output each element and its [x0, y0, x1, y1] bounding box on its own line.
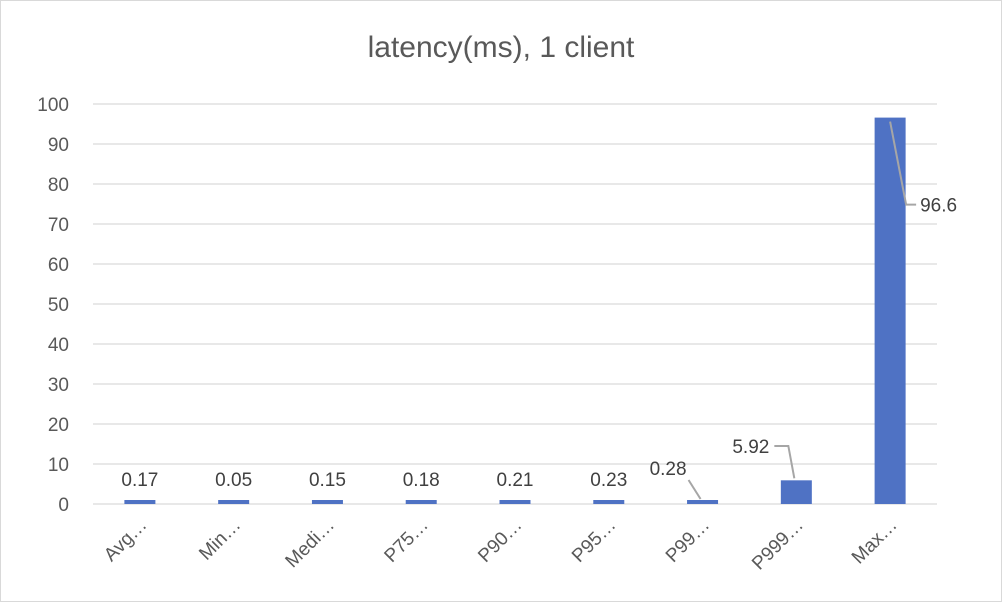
y-tick-label: 80	[48, 175, 69, 196]
x-tick-label: Medi…	[282, 515, 339, 572]
data-label: 0.28	[650, 459, 687, 480]
chart-title: latency(ms), 1 client	[368, 31, 635, 64]
y-tick-label: 50	[48, 295, 69, 316]
gridlines	[93, 103, 937, 505]
bar-1	[218, 500, 250, 504]
bar-7	[780, 480, 812, 504]
data-label: 96.6	[920, 196, 957, 217]
y-tick-label: 70	[48, 215, 69, 236]
data-label: 0.23	[590, 470, 627, 491]
bar-2	[311, 500, 343, 504]
leader-line	[774, 445, 796, 479]
y-axis-ticks: 0 10 20 30 40 50 60 70 80 90 100	[37, 95, 69, 516]
x-tick-label: Min…	[195, 515, 245, 565]
y-tick-label: 100	[37, 95, 69, 116]
data-label: 0.18	[403, 470, 440, 491]
x-axis-ticks: Avg… Min… Medi… P75… P90… P95… P99… P999… Max…	[100, 515, 901, 575]
bar-3	[405, 500, 437, 504]
x-tick-label: P95…	[568, 515, 620, 567]
data-label: 0.17	[121, 470, 158, 491]
bar-6	[687, 500, 719, 504]
y-tick-label: 10	[48, 455, 69, 476]
y-tick-label: 0	[58, 495, 69, 516]
data-labels: 0.17 0.05 0.15 0.18 0.21 0.23 0.28 5.92 96.6	[121, 196, 957, 491]
bar-0	[124, 500, 156, 504]
data-label: 0.05	[215, 470, 252, 491]
y-tick-label: 20	[48, 415, 69, 436]
leader-line	[889, 121, 917, 206]
y-tick-label: 60	[48, 255, 69, 276]
bars	[124, 117, 906, 504]
bar-8	[874, 117, 906, 504]
x-tick-label: P75…	[381, 515, 433, 567]
x-tick-label: P999…	[748, 515, 808, 575]
x-tick-label: P99…	[662, 515, 714, 567]
data-label: 0.21	[497, 470, 534, 491]
data-label: 0.15	[309, 470, 346, 491]
x-tick-label: Max…	[848, 515, 902, 569]
x-tick-label: P90…	[474, 515, 526, 567]
y-tick-label: 30	[48, 375, 69, 396]
y-tick-label: 40	[48, 335, 69, 356]
data-label: 5.92	[732, 437, 769, 458]
y-tick-label: 90	[48, 135, 69, 156]
leader-line	[687, 479, 702, 500]
label-leader-lines	[687, 121, 917, 500]
bar-5	[593, 500, 625, 504]
x-tick-label: Avg…	[100, 515, 151, 566]
bar-4	[499, 500, 531, 504]
